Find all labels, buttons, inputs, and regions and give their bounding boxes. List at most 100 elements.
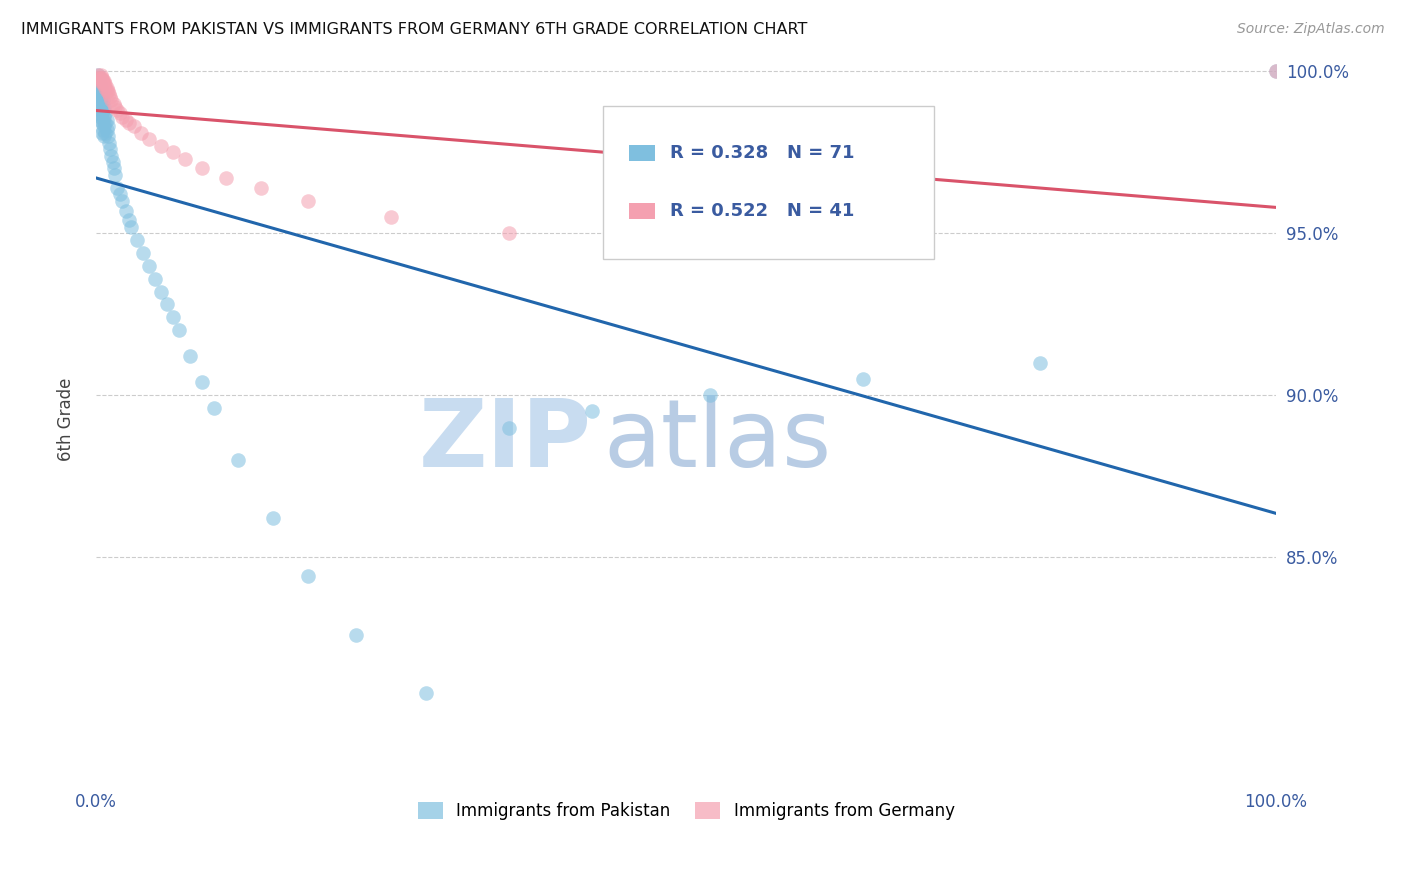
- Point: [94, 126, 117, 140]
- Point: [91, 122, 114, 136]
- Point: [191, 161, 214, 176]
- Point: [90, 80, 112, 95]
- Point: [89, 70, 111, 85]
- Point: [90, 116, 112, 130]
- Point: [98, 142, 121, 156]
- Point: [89, 103, 111, 118]
- Point: [87, 74, 110, 88]
- Text: Source: ZipAtlas.com: Source: ZipAtlas.com: [1237, 22, 1385, 37]
- Point: [96, 122, 118, 136]
- Point: [96, 84, 118, 98]
- Point: [149, 138, 172, 153]
- Point: [250, 181, 273, 195]
- Point: [1029, 356, 1052, 370]
- Point: [90, 90, 112, 104]
- FancyBboxPatch shape: [630, 145, 655, 161]
- Point: [89, 94, 111, 108]
- Text: atlas: atlas: [603, 395, 832, 487]
- Point: [100, 94, 122, 108]
- Point: [97, 84, 120, 98]
- Point: [93, 100, 115, 114]
- Point: [101, 155, 124, 169]
- Point: [100, 148, 122, 162]
- Point: [138, 259, 160, 273]
- Point: [90, 70, 112, 85]
- Point: [143, 271, 166, 285]
- Point: [297, 194, 319, 208]
- Text: ZIP: ZIP: [419, 395, 592, 487]
- Point: [90, 96, 112, 111]
- Point: [118, 213, 141, 227]
- Point: [103, 96, 125, 111]
- Point: [97, 120, 120, 134]
- Text: R = 0.522   N = 41: R = 0.522 N = 41: [669, 202, 853, 220]
- Point: [86, 84, 108, 98]
- Point: [87, 68, 110, 82]
- Point: [93, 120, 115, 134]
- Point: [415, 686, 437, 700]
- Point: [111, 194, 134, 208]
- Point: [156, 297, 179, 311]
- Point: [90, 126, 112, 140]
- Point: [675, 243, 697, 257]
- Point: [162, 145, 184, 160]
- Point: [202, 401, 225, 416]
- Point: [173, 152, 195, 166]
- Point: [90, 106, 112, 120]
- Point: [96, 80, 118, 95]
- Point: [91, 77, 114, 91]
- Legend: Immigrants from Pakistan, Immigrants from Germany: Immigrants from Pakistan, Immigrants fro…: [411, 795, 962, 826]
- Point: [91, 94, 114, 108]
- FancyBboxPatch shape: [603, 106, 934, 260]
- Point: [226, 453, 249, 467]
- Point: [98, 87, 121, 101]
- Point: [138, 132, 160, 146]
- Point: [87, 70, 110, 85]
- Point: [215, 171, 238, 186]
- Point: [149, 285, 172, 299]
- Point: [1265, 64, 1288, 78]
- Point: [132, 245, 155, 260]
- Point: [90, 70, 112, 85]
- Y-axis label: 6th Grade: 6th Grade: [58, 377, 75, 461]
- Text: R = 0.328   N = 71: R = 0.328 N = 71: [669, 144, 853, 161]
- Point: [297, 569, 319, 583]
- Point: [86, 70, 108, 85]
- Point: [344, 628, 367, 642]
- Point: [87, 68, 110, 82]
- Point: [1265, 64, 1288, 78]
- Point: [93, 110, 115, 124]
- Point: [162, 310, 184, 325]
- Point: [114, 112, 136, 127]
- Point: [103, 161, 125, 176]
- Point: [89, 74, 111, 88]
- Point: [108, 187, 131, 202]
- Point: [94, 116, 117, 130]
- Point: [93, 129, 115, 144]
- FancyBboxPatch shape: [630, 203, 655, 219]
- Point: [86, 94, 108, 108]
- Point: [127, 233, 149, 247]
- Point: [94, 80, 117, 95]
- Point: [120, 219, 142, 234]
- Point: [380, 210, 402, 224]
- Point: [498, 226, 520, 240]
- Point: [498, 420, 520, 434]
- Point: [98, 90, 121, 104]
- Point: [89, 112, 111, 127]
- Point: [94, 77, 117, 91]
- Point: [262, 511, 284, 525]
- Point: [89, 84, 111, 98]
- Point: [89, 77, 111, 91]
- Point: [104, 168, 127, 182]
- Point: [94, 106, 117, 120]
- Point: [93, 74, 115, 88]
- Point: [91, 103, 114, 118]
- Point: [114, 203, 136, 218]
- Point: [105, 103, 128, 118]
- Point: [129, 126, 152, 140]
- Point: [179, 349, 201, 363]
- Point: [97, 129, 120, 144]
- Point: [167, 323, 190, 337]
- Point: [91, 112, 114, 127]
